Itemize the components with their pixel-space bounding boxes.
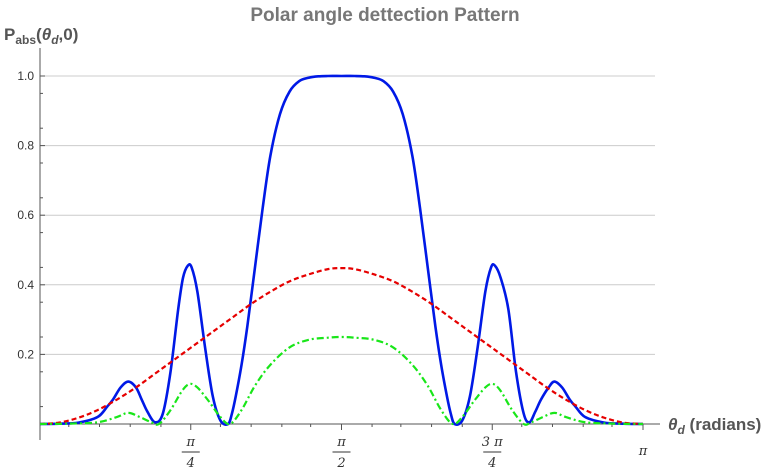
series-line-dashed bbox=[39, 267, 644, 426]
x-tick-label-num-1: π bbox=[336, 435, 346, 450]
y-axis-label-theta: θ bbox=[42, 25, 52, 44]
axes bbox=[39, 48, 660, 440]
y-ticks: 0.2 0.4 0.6 0.8 1.0 bbox=[17, 69, 45, 408]
y-tick-label-1: 0.4 bbox=[17, 278, 34, 292]
x-tick-label-num-2: 3 π bbox=[482, 435, 503, 450]
y-axis-label-main: P bbox=[4, 25, 15, 44]
y-axis-label-theta-sub: d bbox=[51, 33, 59, 47]
x-tick-label-den-2: 4 bbox=[487, 456, 496, 469]
y-axis-label-close: ,0) bbox=[59, 25, 79, 44]
x-axis-label-units: (radians) bbox=[685, 415, 762, 434]
grid-lines bbox=[40, 75, 655, 355]
y-axis-label: Pabs(θd,0) bbox=[4, 25, 78, 47]
x-tick-label-3: π bbox=[638, 444, 648, 459]
x-tick-label-den-1: 2 bbox=[336, 456, 345, 469]
y-tick-label-0: 0.2 bbox=[17, 347, 34, 361]
y-tick-label-3: 0.8 bbox=[17, 139, 34, 153]
series bbox=[39, 74, 644, 426]
x-ticks: π 4 π 2 3 π 4 π bbox=[68, 424, 648, 469]
x-axis-label: θd (radians) bbox=[668, 415, 761, 437]
x-axis-label-theta: θ bbox=[668, 415, 678, 434]
x-axis-label-theta-sub: d bbox=[677, 423, 685, 437]
series-line-solid bbox=[39, 74, 644, 426]
x-tick-label-num-0: π bbox=[185, 435, 195, 450]
y-axis-label-sub: abs bbox=[15, 33, 36, 47]
x-tick-label-den-0: 4 bbox=[186, 456, 195, 469]
series-line-dashdot bbox=[39, 335, 644, 426]
chart-title: Polar angle dettection Pattern bbox=[250, 5, 519, 26]
y-tick-label-2: 0.6 bbox=[17, 208, 34, 222]
y-axis-label-open: ( bbox=[36, 25, 42, 44]
y-tick-label-4: 1.0 bbox=[17, 69, 34, 83]
